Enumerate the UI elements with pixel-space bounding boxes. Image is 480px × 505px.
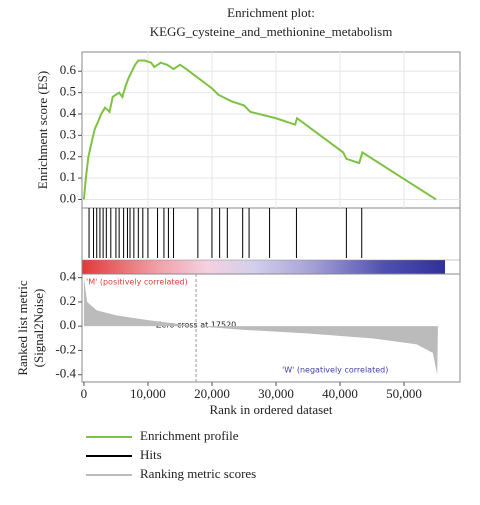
color-bar xyxy=(81,259,461,275)
y-tick-label: 0.2 xyxy=(60,148,76,163)
y-axis-label: (Signal2Noise) xyxy=(31,289,46,368)
x-tick-label: 40,000 xyxy=(322,386,358,401)
x-tick-label: 30,000 xyxy=(258,386,294,401)
x-tick-label: 10,000 xyxy=(130,386,166,401)
y-tick-label: 0.1 xyxy=(60,169,76,184)
es-line xyxy=(82,59,437,201)
legend-label: Ranking metric scores xyxy=(140,466,256,481)
y-tick-label: 0.2 xyxy=(60,293,76,308)
chart-title: KEGG_cysteine_and_methionine_metabolism xyxy=(150,24,393,39)
y-tick-label: 0.6 xyxy=(60,62,77,77)
y-tick-label: 0.3 xyxy=(60,126,76,141)
annotation: 'W' (negatively correlated) xyxy=(282,366,388,375)
y-axis-label: Ranked list metric xyxy=(15,280,30,376)
y-tick-label: -0.4 xyxy=(55,366,76,381)
y-axis-label: Enrichment score (ES) xyxy=(35,71,50,189)
y-tick-label: 0.4 xyxy=(60,269,77,284)
chart-title: Enrichment plot: xyxy=(227,5,315,20)
legend-label: Enrichment profile xyxy=(140,428,239,443)
y-tick-label: 0.0 xyxy=(60,317,76,332)
x-tick-label: 20,000 xyxy=(194,386,230,401)
x-axis-label: Rank in ordered dataset xyxy=(209,402,332,417)
annotation: 'M' (positively correlated) xyxy=(86,278,188,287)
y-tick-label: 0.0 xyxy=(60,190,76,205)
panel-frame xyxy=(81,273,461,383)
y-tick-label: 0.5 xyxy=(60,84,76,99)
legend-label: Hits xyxy=(140,447,162,462)
metric-area xyxy=(83,277,438,375)
y-tick-label: 0.4 xyxy=(60,105,77,120)
x-tick-label: 50,000 xyxy=(386,386,422,401)
panel-frame xyxy=(81,51,461,209)
y-tick-label: -0.2 xyxy=(55,341,76,356)
x-tick-label: 0 xyxy=(81,386,88,401)
